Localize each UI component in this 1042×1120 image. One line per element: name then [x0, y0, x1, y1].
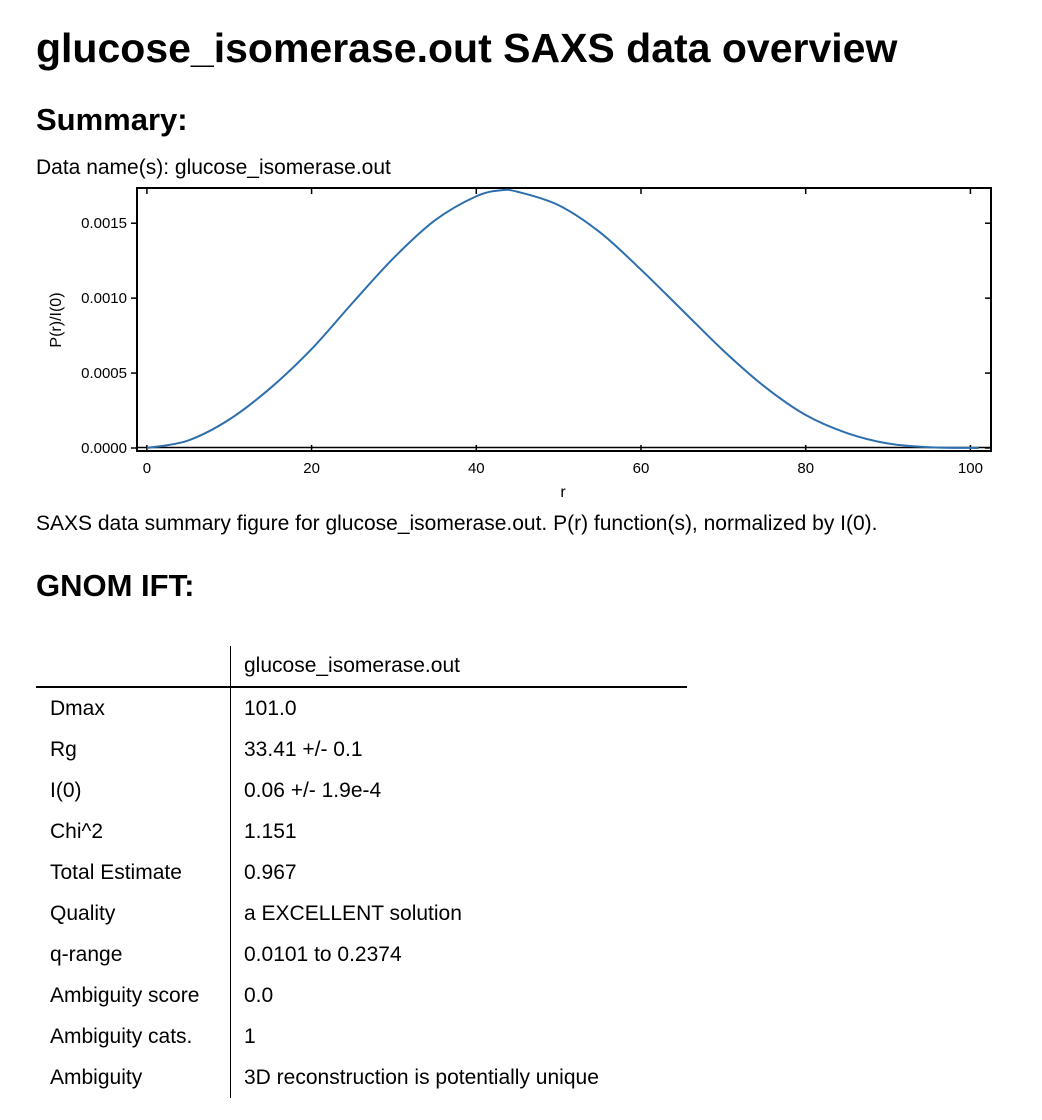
plot-frame — [136, 187, 992, 452]
row-value: 33.41 +/- 0.1 — [244, 737, 363, 761]
table-header-empty — [36, 646, 231, 687]
row-key: Ambiguity cats. — [36, 1016, 231, 1057]
table-row: Ambiguity cats. 1 — [36, 1016, 687, 1057]
data-names-line: Data name(s): glucose_isomerase.out — [36, 154, 391, 182]
table-row: Ambiguity 3D reconstruction is potentiall… — [36, 1057, 687, 1098]
table-row: q-range 0.0101 to 0.2374 — [36, 934, 687, 975]
row-value: 101.0 — [244, 696, 297, 720]
y-tick-label: 0.0010 — [81, 290, 127, 307]
row-value: 3D reconstruction is potentially unique — [244, 1065, 599, 1089]
row-value: 0.967 — [244, 860, 297, 884]
y-tick-label: 0.0015 — [81, 215, 127, 232]
table-header-row: glucose_isomerase.out — [36, 646, 687, 687]
row-key: Chi^2 — [36, 811, 231, 852]
page-title: glucose_isomerase.out SAXS data overview — [36, 25, 898, 71]
y-tick-label: 0.0000 — [81, 440, 127, 457]
x-tick-label: 20 — [303, 460, 320, 477]
row-value: 0.06 +/- 1.9e-4 — [244, 778, 382, 802]
table-row: Rg 33.41 +/- 0.1 — [36, 729, 687, 770]
pr-curve — [146, 188, 979, 449]
data-names-value: glucose_isomerase.out — [174, 156, 391, 179]
x-tick-label: 80 — [797, 460, 814, 477]
x-axis-label: r — [560, 484, 566, 501]
x-tick-label: 0 — [143, 460, 151, 477]
row-key: I(0) — [36, 770, 231, 811]
table-row: Quality a EXCELLENT solution — [36, 893, 687, 934]
row-key: Dmax — [36, 687, 231, 729]
x-tick-label: 40 — [468, 460, 485, 477]
gnom-results-table: glucose_isomerase.out Dmax 101.0 Rg 33.41 +… — [36, 646, 687, 1098]
row-key: Ambiguity — [36, 1057, 231, 1098]
row-key: Ambiguity score — [36, 975, 231, 1016]
table-row: I(0) 0.06 +/- 1.9e-4 — [36, 770, 687, 811]
row-value: 1 — [244, 1024, 256, 1048]
gnom-heading: GNOM IFT: — [36, 568, 195, 603]
x-tick-label: 100 — [958, 460, 983, 477]
row-key: Quality — [36, 893, 231, 934]
table-row: Dmax 101.0 — [36, 687, 687, 729]
table-row: Ambiguity score 0.0 — [36, 975, 687, 1016]
table-header-dataset: glucose_isomerase.out — [244, 654, 460, 677]
row-value: 0.0101 to 0.2374 — [244, 942, 402, 966]
axis-ticks: 0 20 40 60 80 100 0.0000 0.0005 0.0010 0.0015 — [81, 188, 991, 477]
y-tick-label: 0.0005 — [81, 365, 127, 382]
pr-chart: 0 20 40 60 80 100 0.0000 0.0005 0.0010 0.0015 r P… — [48, 187, 992, 501]
row-key: Rg — [36, 729, 231, 770]
figure-caption: SAXS data summary figure for glucose_iso… — [36, 512, 878, 535]
data-names-label: Data name(s): — [36, 156, 170, 179]
row-value: a EXCELLENT solution — [244, 901, 462, 925]
y-axis-label: P(r)/I(0) — [48, 292, 65, 347]
table-body: Dmax 101.0 Rg 33.41 +/- 0.1 I(0) 0.06 +/- 1.9… — [36, 687, 687, 1098]
table-row: Chi^2 1.151 — [36, 811, 687, 852]
table-row: Total Estimate 0.967 — [36, 852, 687, 893]
x-tick-label: 60 — [633, 460, 650, 477]
row-value: 1.151 — [244, 819, 297, 843]
row-value: 0.0 — [244, 983, 274, 1007]
summary-heading: Summary: — [36, 102, 188, 137]
row-key: Total Estimate — [36, 852, 231, 893]
row-key: q-range — [36, 934, 231, 975]
